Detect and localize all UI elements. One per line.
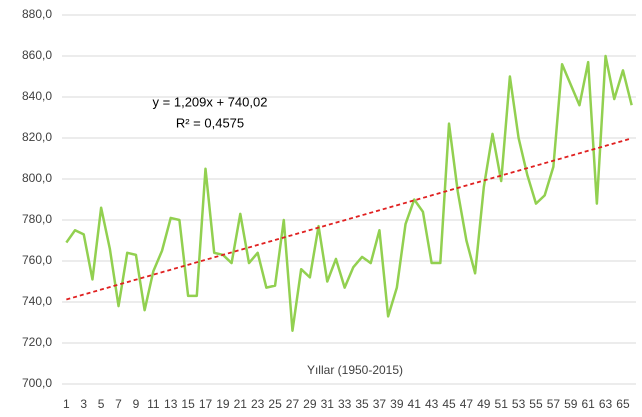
x-tick-label: 27 — [286, 397, 300, 411]
x-tick-label: 37 — [373, 397, 387, 411]
y-tick-label: 700,0 — [22, 376, 52, 390]
x-tick-label: 33 — [338, 397, 352, 411]
x-tick-label: 31 — [321, 397, 335, 411]
x-tick-label: 57 — [547, 397, 561, 411]
x-tick-label: 15 — [181, 397, 195, 411]
y-tick-label: 760,0 — [22, 253, 52, 267]
x-tick-label: 35 — [355, 397, 369, 411]
x-tick-label: 39 — [390, 397, 404, 411]
y-tick-label: 720,0 — [22, 335, 52, 349]
y-tick-label: 880,0 — [22, 7, 52, 21]
x-tick-label: 19 — [216, 397, 230, 411]
x-tick-label: 41 — [408, 397, 422, 411]
x-tick-label: 53 — [512, 397, 526, 411]
x-tick-label: 51 — [495, 397, 509, 411]
x-tick-label: 9 — [133, 397, 140, 411]
x-tick-label: 7 — [115, 397, 122, 411]
y-tick-label: 740,0 — [22, 294, 52, 308]
x-tick-label: 55 — [529, 397, 543, 411]
x-axis-title: Yıllar (1950-2015) — [307, 363, 403, 377]
y-tick-label: 800,0 — [22, 171, 52, 185]
y-tick-label: 820,0 — [22, 130, 52, 144]
x-tick-label: 65 — [616, 397, 630, 411]
data-line — [65, 54, 633, 332]
y-tick-label: 780,0 — [22, 212, 52, 226]
y-tick-label: 860,0 — [22, 48, 52, 62]
x-tick-label: 13 — [164, 397, 178, 411]
x-tick-label: 23 — [251, 397, 265, 411]
annotation: R² = 0,4575 — [176, 115, 244, 130]
x-tick-label: 47 — [460, 397, 474, 411]
x-tick-label: 11 — [147, 397, 160, 411]
x-tick-label: 49 — [477, 397, 491, 411]
x-tick-label: 1 — [63, 397, 70, 411]
annotation: y = 1,209x + 740,02 — [153, 94, 268, 109]
x-tick-label: 61 — [581, 397, 595, 411]
y-tick-label: 840,0 — [22, 89, 52, 103]
x-tick-label: 5 — [98, 397, 105, 411]
x-tick-label: 21 — [234, 397, 248, 411]
x-tick-label: 29 — [303, 397, 317, 411]
x-tick-label: 59 — [564, 397, 578, 411]
x-tick-label: 45 — [442, 397, 456, 411]
x-tick-label: 43 — [425, 397, 439, 411]
x-tick-label: 3 — [80, 397, 87, 411]
x-tick-label: 63 — [599, 397, 613, 411]
x-tick-label: 17 — [199, 397, 213, 411]
x-tick-label: 25 — [268, 397, 282, 411]
